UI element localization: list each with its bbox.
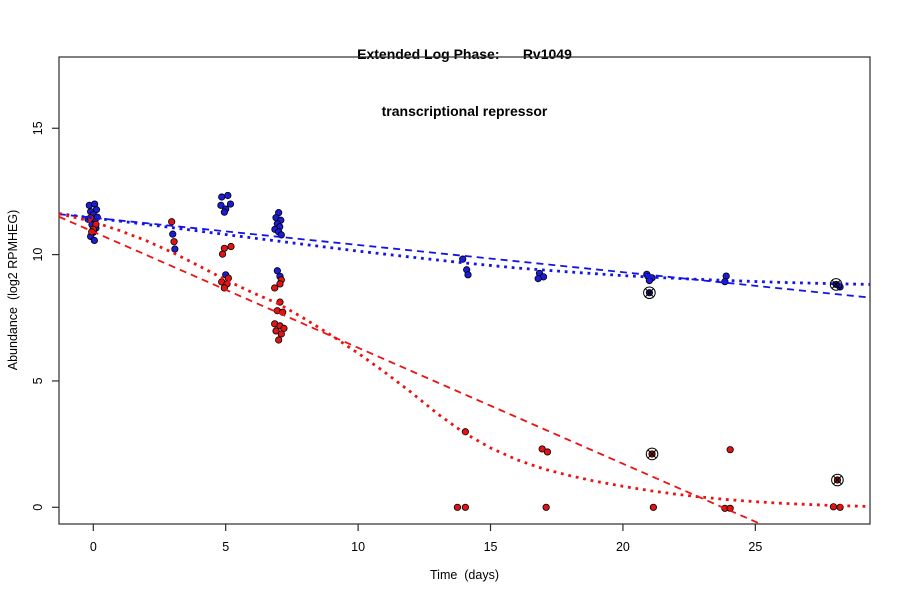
outlier-circle-marker <box>643 286 656 300</box>
data-point <box>218 250 227 258</box>
data-point <box>543 448 552 456</box>
data-point <box>464 271 472 279</box>
blue-points-series <box>84 191 844 291</box>
data-point <box>169 230 177 238</box>
x-axis-tick-label: 5 <box>222 540 229 554</box>
data-point <box>453 503 462 511</box>
chart-title-line1: Extended Log Phase: Rv1049 <box>357 46 572 62</box>
data-point <box>534 275 542 283</box>
plot-box <box>58 56 871 525</box>
chart-title: Extended Log Phase: Rv1049 transcription… <box>59 7 870 159</box>
y-axis-tick-label: 15 <box>31 121 45 135</box>
data-point <box>271 284 279 292</box>
blue-dotted-trend <box>58 212 871 286</box>
red-circled-points-series <box>645 447 844 487</box>
data-point <box>168 218 176 226</box>
x-axis-label: Time (days) <box>430 568 499 582</box>
outlier-circle-marker <box>831 473 844 487</box>
data-point <box>218 193 226 201</box>
data-point <box>276 280 284 288</box>
outlier-cross-marker <box>647 449 657 459</box>
red-points-series <box>87 214 844 512</box>
blue-dashed-trend <box>58 213 871 299</box>
y-axis-tick-label: 0 <box>31 504 45 511</box>
data-point <box>275 336 283 344</box>
blue-circled-points-series <box>643 278 843 300</box>
data-point <box>171 245 179 253</box>
red-dashed-trend <box>58 215 761 525</box>
x-axis-tick-label: 10 <box>351 540 365 554</box>
data-point <box>726 446 734 454</box>
data-point <box>461 503 469 511</box>
outlier-circle-marker <box>829 278 843 291</box>
x-axis-tick-label: 0 <box>90 540 97 554</box>
data-point <box>277 330 285 338</box>
data-point <box>227 242 235 251</box>
data-point <box>538 445 546 453</box>
data-point <box>272 327 280 335</box>
data-point <box>542 503 550 511</box>
data-point <box>220 208 228 216</box>
data-point <box>170 238 178 246</box>
data-point <box>217 201 225 209</box>
data-point <box>90 236 98 245</box>
data-point <box>459 255 467 263</box>
red-dotted-trend <box>58 212 871 508</box>
outlier-cross-marker <box>644 288 654 298</box>
outlier-circle-marker <box>645 447 659 461</box>
outlier-cross-marker <box>831 279 841 289</box>
data-point <box>226 200 235 208</box>
data-point <box>224 191 232 200</box>
y-axis-tick-label: 5 <box>31 377 45 384</box>
chart-title-line2: transcriptional repressor <box>381 103 548 119</box>
outlier-cross-marker <box>832 475 842 485</box>
x-axis-tick-label: 15 <box>484 540 498 554</box>
x-axis-tick-label: 25 <box>748 540 762 554</box>
data-point <box>649 503 657 511</box>
y-axis-tick-label: 10 <box>31 248 45 262</box>
x-axis-tick-label: 20 <box>616 540 630 554</box>
